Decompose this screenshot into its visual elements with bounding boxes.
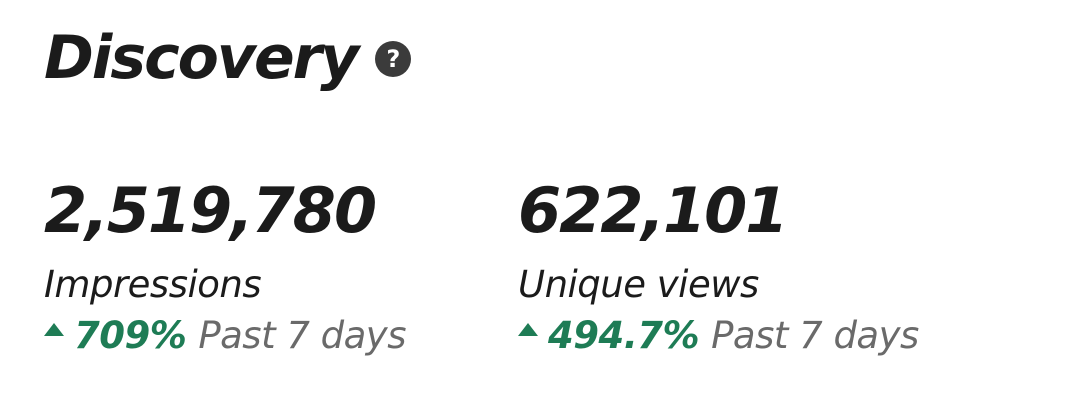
unique-views-label: Unique views bbox=[518, 263, 759, 306]
discovery-header: Discovery ? bbox=[44, 23, 412, 93]
arrow-up-icon bbox=[518, 323, 538, 336]
help-icon[interactable]: ? bbox=[375, 41, 412, 77]
impressions-change-period: Past 7 days bbox=[198, 314, 406, 357]
unique-views-metric: 622,101 Unique views 494.7% Past 7 days bbox=[518, 180, 919, 354]
impressions-change: 709% Past 7 days bbox=[44, 317, 406, 354]
unique-views-change-period: Past 7 days bbox=[711, 314, 919, 357]
impressions-label: Impressions bbox=[44, 263, 262, 306]
unique-views-change: 494.7% Past 7 days bbox=[518, 317, 919, 354]
impressions-change-percent: 709% bbox=[74, 314, 187, 357]
arrow-up-icon bbox=[44, 323, 64, 336]
impressions-metric: 2,519,780 Impressions 709% Past 7 days bbox=[44, 180, 406, 354]
section-title: Discovery bbox=[44, 23, 359, 93]
impressions-value: 2,519,780 bbox=[44, 174, 377, 247]
unique-views-change-percent: 494.7% bbox=[548, 314, 700, 357]
unique-views-value: 622,101 bbox=[518, 174, 788, 247]
